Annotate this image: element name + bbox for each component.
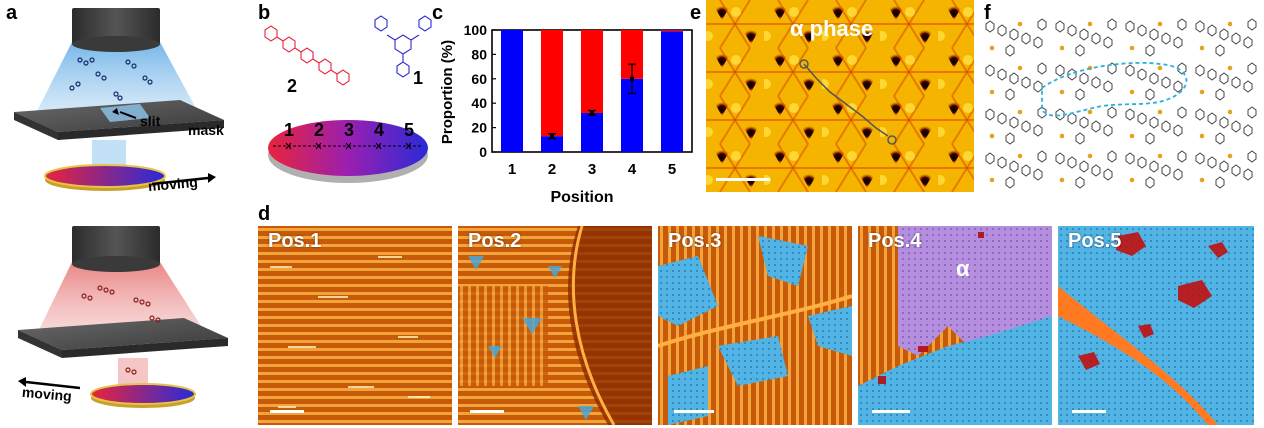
panel-a-illustration — [14, 8, 228, 408]
stm-image-pos-4: Pos.4 α — [858, 226, 1052, 425]
overlay-molecule — [799, 59, 897, 145]
x-tick-label: 1 — [508, 161, 516, 178]
scale-bar-e — [716, 178, 770, 181]
y-tick-label: 60 — [471, 71, 487, 87]
pos-2-label: Pos.2 — [468, 230, 522, 252]
bar-segment-red — [541, 30, 563, 137]
bar-segment-blue — [501, 30, 523, 152]
bar-segment-blue — [581, 112, 603, 152]
position-5-label: 5 — [404, 120, 415, 140]
mask-plate-bottom — [18, 318, 228, 350]
x-tick-label: 5 — [668, 161, 676, 178]
scale-bar-pos-2 — [470, 410, 504, 413]
scale-bar-pos-4 — [872, 410, 910, 413]
scale-bar-pos-3 — [674, 410, 714, 413]
position-1-label: 1 — [284, 120, 295, 140]
stm-image-pos-3: Pos.3 — [658, 226, 852, 425]
stm-image-pos-2: Pos.2 — [458, 226, 652, 425]
position-4-label: 4 — [374, 120, 385, 140]
bar-segment-red — [661, 30, 683, 32]
pos-5-label: Pos.5 — [1068, 230, 1122, 252]
proportion-bar-chart: Proportion (%) Position 0 20 40 60 80 100 1 2 3 4… — [439, 22, 693, 206]
pos-3-label: Pos.3 — [668, 230, 722, 252]
pos-1-label: Pos.1 — [268, 230, 322, 252]
error-bar-marker — [630, 76, 634, 81]
x-tick-label: 2 — [548, 161, 556, 178]
highlight-outline — [1041, 61, 1188, 117]
slit-label: slit — [140, 113, 161, 129]
x-tick-label: 4 — [628, 161, 637, 178]
error-bar-marker — [590, 110, 594, 115]
alpha-phase-title: α phase — [790, 16, 874, 41]
bar-segment-blue — [661, 31, 683, 152]
pos-4-label: Pos.4 — [868, 230, 922, 252]
bar-segment-blue — [541, 136, 563, 152]
x-tick-label: 3 — [588, 161, 596, 178]
stm-image-pos-5: Pos.5 — [1058, 226, 1254, 425]
molecule-1-label: 1 — [413, 68, 424, 88]
y-tick-label: 100 — [464, 22, 488, 38]
position-3-label: 3 — [344, 120, 355, 140]
molecule-2-structure — [264, 25, 350, 86]
y-tick-label: 40 — [471, 95, 487, 111]
arrow-moving-top — [151, 176, 209, 186]
chart-y-axis-label: Proportion (%) — [439, 40, 456, 144]
y-tick-label: 20 — [471, 120, 487, 136]
panel-label-c: c — [432, 2, 444, 24]
alpha-label-pos-4: α — [956, 256, 970, 281]
panel-b-illustration — [264, 15, 432, 183]
scale-bar-pos-5 — [1072, 410, 1106, 413]
panel-label-b: b — [258, 2, 271, 24]
stm-image-alpha-phase — [706, 0, 974, 192]
mask-label: mask — [188, 122, 224, 138]
y-tick-label: 80 — [471, 46, 487, 62]
molecule-1-structure — [374, 15, 432, 78]
arrow-moving-bottom — [25, 380, 81, 390]
error-bar-marker — [550, 134, 554, 139]
top-setup-group — [14, 8, 224, 191]
light-source-top — [72, 8, 160, 44]
bar-segment-red — [581, 30, 603, 113]
chart-x-axis-label: Position — [550, 189, 613, 206]
stm-image-pos-1: Pos.1 — [258, 226, 452, 425]
scale-bar-pos-1 — [270, 410, 304, 413]
light-source-bottom — [72, 226, 160, 264]
bar-segment-blue — [621, 78, 643, 152]
wafer-disc — [268, 120, 428, 176]
molecule-2-label: 2 — [287, 76, 298, 96]
y-tick-label: 0 — [479, 144, 487, 160]
bottom-setup-group — [18, 226, 228, 408]
panel-label-d: d — [258, 203, 271, 225]
bar-segment-red — [621, 30, 643, 79]
molecular-model-network — [982, 18, 1264, 194]
position-2-label: 2 — [314, 120, 325, 140]
panel-label-a: a — [6, 2, 18, 24]
panel-label-e: e — [690, 2, 702, 24]
panel-label-f: f — [984, 2, 991, 24]
